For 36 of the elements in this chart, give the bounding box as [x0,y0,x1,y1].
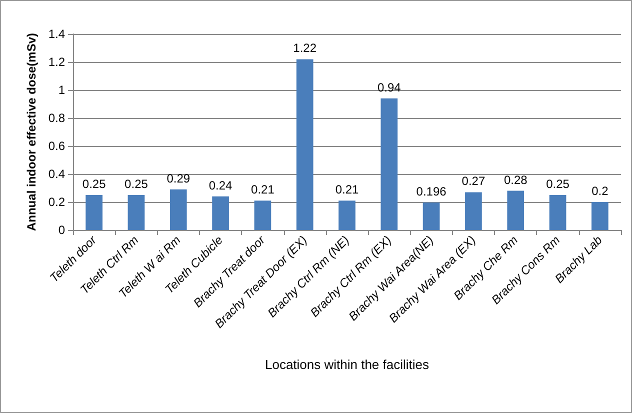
data-label: 0.24 [208,178,233,192]
data-label: 0.25 [124,177,148,191]
y-tick-label: 0.6 [48,139,66,153]
x-axis-title: Locations within the facilities [264,357,430,372]
bar [296,59,314,230]
bar [422,202,440,230]
y-tick-label: 0.2 [48,195,66,209]
data-label: 0.29 [166,171,190,186]
y-tick-label: 1.2 [48,55,66,69]
data-label: 0.2 [592,184,609,198]
bar [465,192,482,230]
y-tick-label: 1 [58,83,66,97]
bar [549,195,566,230]
data-label: 0.28 [504,172,528,187]
y-tick-label: 1.4 [48,27,66,41]
data-label: 0.27 [462,174,486,188]
bar [212,196,229,230]
y-tick-label: 0.8 [48,111,66,125]
bar [591,202,608,230]
data-label: 0.94 [377,80,402,94]
data-label: 0.25 [546,177,570,191]
data-label: 1.22 [293,41,317,56]
y-tick-label: 0 [58,223,66,237]
bar [507,190,524,230]
bar [338,200,356,230]
data-label: 0.25 [82,177,106,191]
bar [380,98,398,230]
bar [86,195,103,230]
data-label: 0.21 [251,182,275,197]
y-tick-label: 0.4 [48,167,66,181]
y-axis-title: Annual indoor effective dose(mSv) [24,32,38,232]
bar [128,195,145,230]
bar [254,200,272,230]
data-label: 0.196 [416,184,447,199]
bar [170,189,187,230]
data-label: 0.21 [335,182,359,197]
